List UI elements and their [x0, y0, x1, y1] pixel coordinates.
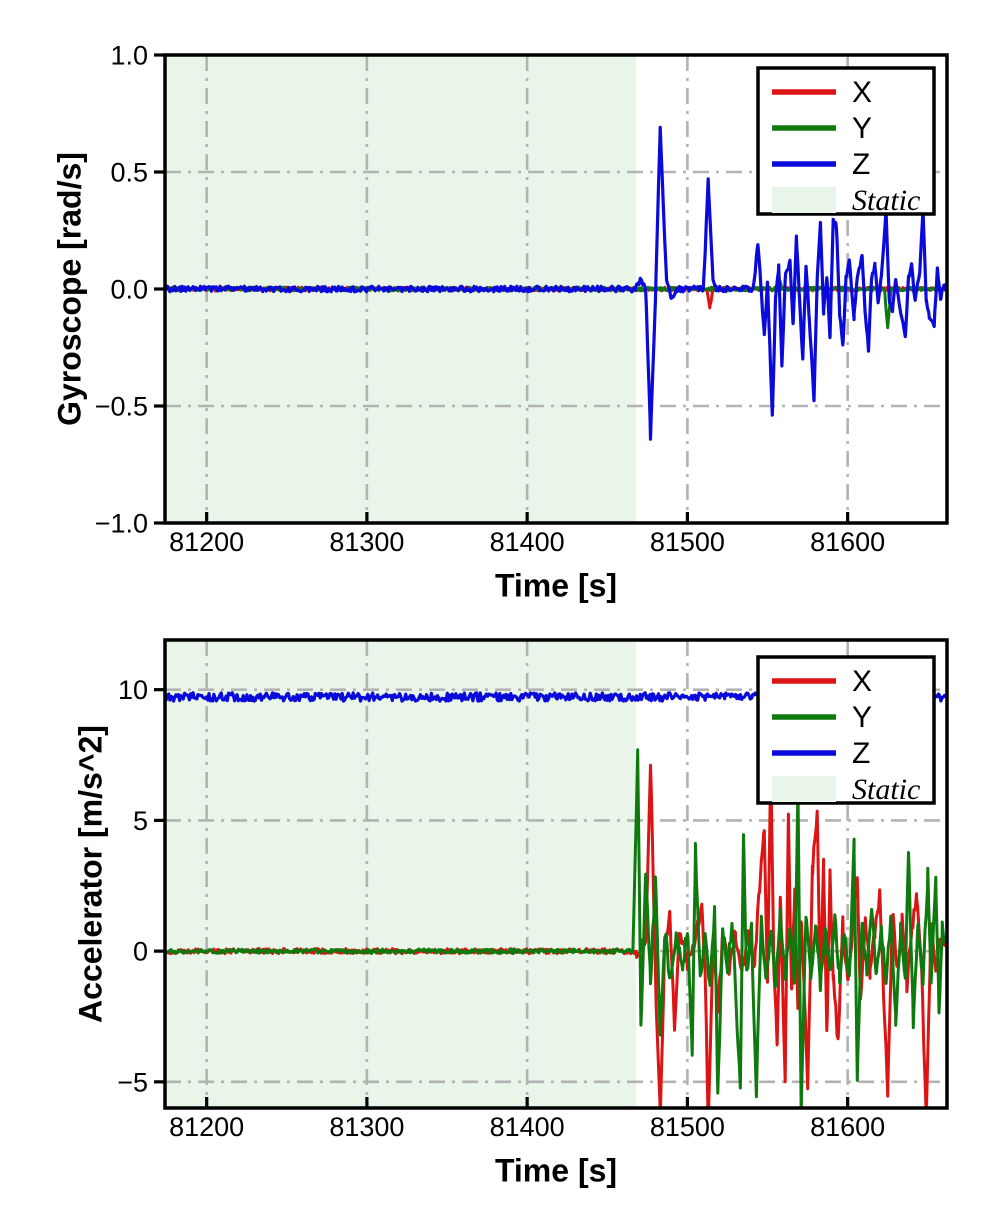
xtick-label: 81300: [329, 527, 404, 557]
tick-marks: [154, 688, 850, 1108]
legend-label-x: X: [852, 665, 872, 698]
ytick-label: 5: [133, 806, 148, 836]
ytick-label: 10: [118, 675, 148, 705]
ytick-label: −5: [117, 1067, 148, 1097]
series-lines: [165, 125, 947, 441]
xtick-label: 81600: [810, 527, 885, 557]
xtick-label: 81400: [490, 527, 565, 557]
ytick-label: 0: [133, 937, 148, 967]
accelerator-xaxis-label: Time [s]: [494, 1152, 618, 1189]
ytick-label: −1.0: [95, 509, 148, 539]
tick-marks: [154, 53, 850, 525]
tick-labels: 81200 81300 81400 81500 81600 10 5 0 −5: [117, 675, 885, 1142]
xtick-label: 81300: [329, 1112, 404, 1142]
legend-label-x: X: [852, 76, 872, 109]
ytick-label: 0.5: [110, 158, 148, 188]
xtick-label: 81200: [169, 527, 244, 557]
xtick-label: 81500: [650, 1112, 725, 1142]
ytick-label: 0.0: [110, 275, 148, 305]
series-z-line: [165, 125, 947, 441]
xtick-label: 81200: [169, 1112, 244, 1142]
legend-label-y: Y: [852, 112, 872, 145]
gyroscope-xaxis-label: Time [s]: [494, 567, 618, 604]
gyroscope-yaxis-label: Gyroscope [rad/s]: [51, 152, 88, 426]
accelerator-yaxis-label: Accelerator [m/s^2]: [72, 725, 109, 1023]
xtick-label: 81500: [650, 527, 725, 557]
legend-label-z: Z: [852, 148, 870, 181]
legend-label-static: Static: [852, 184, 920, 217]
legend-swatch-static: [772, 776, 836, 802]
axes-frame: [163, 638, 949, 1110]
series-y-line: [165, 748, 947, 1108]
gyroscope-chart: 81200 81300 81400 81500 81600 1.0 0.5 0.0 −0.5 −1…: [95, 41, 949, 558]
tick-labels: 81200 81300 81400 81500 81600 1.0 0.5 0.0 −0.5 −1…: [95, 41, 886, 558]
xtick-label: 81600: [810, 1112, 885, 1142]
ytick-label: 1.0: [110, 41, 148, 71]
legend-label-z: Z: [852, 737, 870, 770]
legend-label-y: Y: [852, 701, 872, 734]
xtick-label: 81400: [490, 1112, 565, 1142]
static-region: [165, 640, 637, 1108]
ytick-label: −0.5: [95, 392, 148, 422]
legend-swatch-static: [772, 187, 836, 213]
legend-label-static: Static: [852, 773, 920, 806]
